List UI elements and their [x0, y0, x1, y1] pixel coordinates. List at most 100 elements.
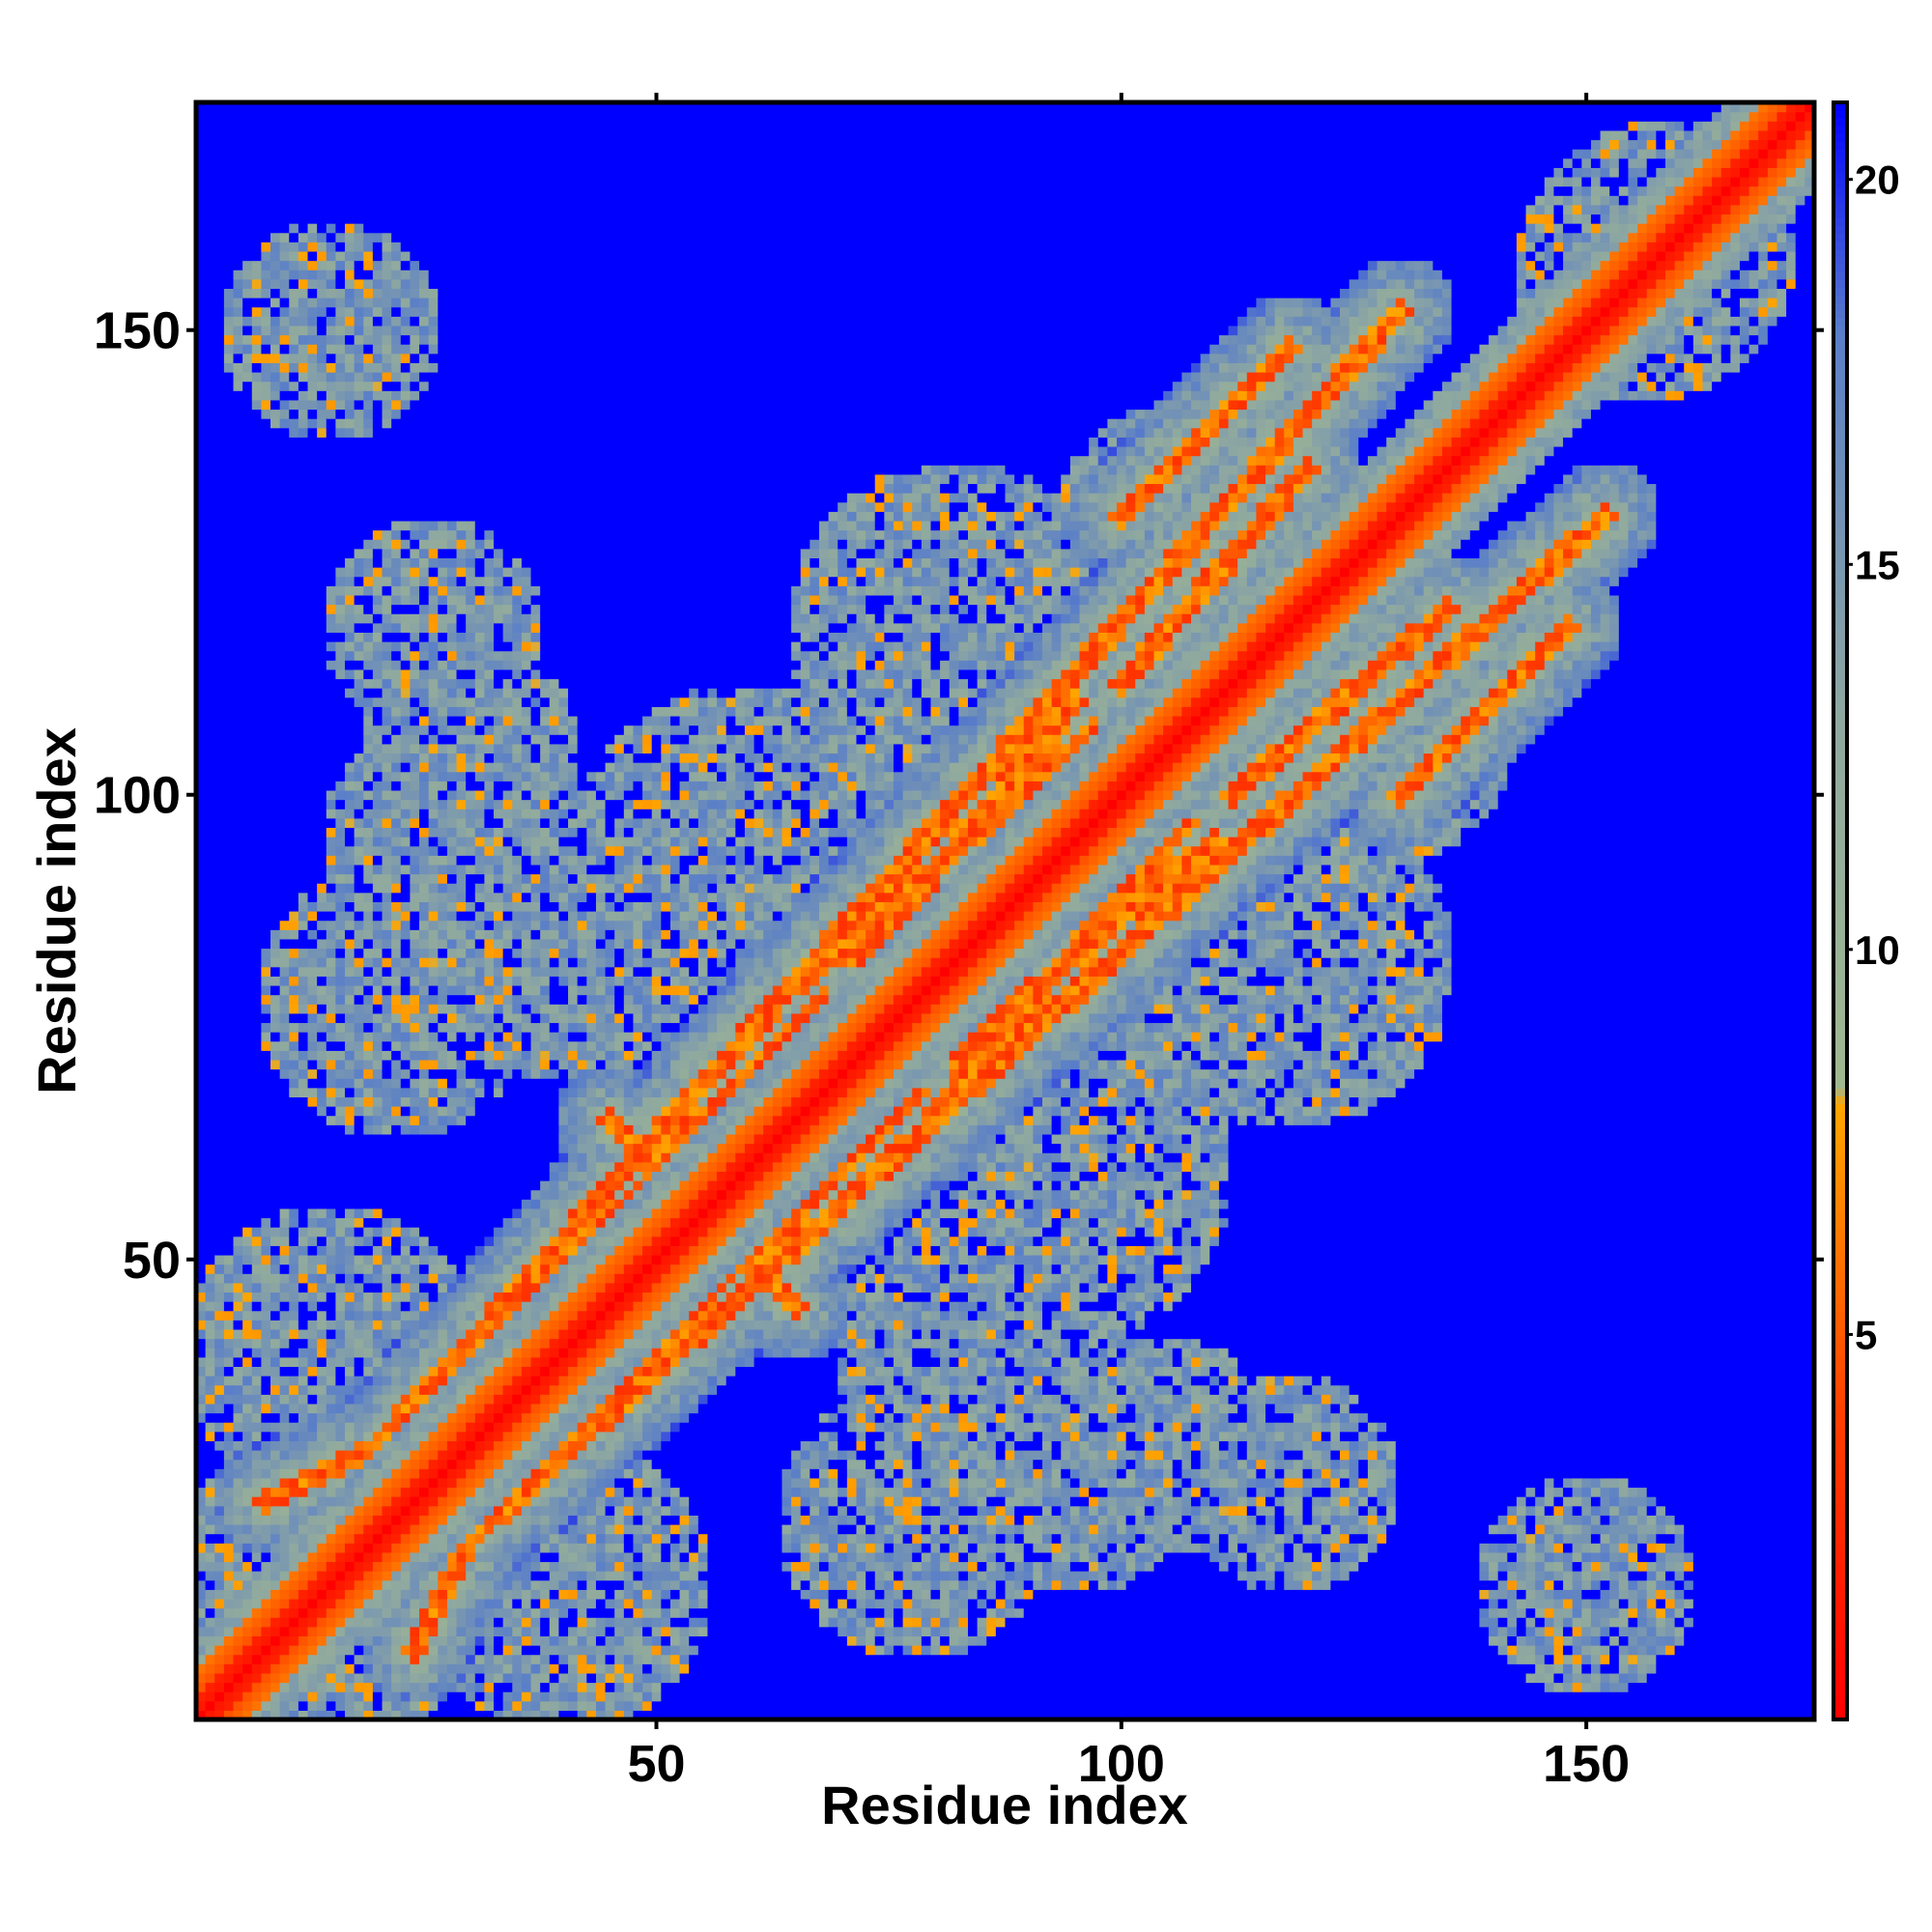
heatmap-cell	[289, 102, 299, 113]
heatmap-cell	[345, 149, 355, 159]
heatmap-cell	[363, 660, 374, 670]
heatmap-cell	[363, 1431, 374, 1441]
heatmap-cell	[196, 966, 207, 977]
heatmap-cell	[298, 753, 309, 763]
heatmap-cell	[428, 362, 439, 373]
heatmap-cell	[363, 809, 374, 819]
heatmap-cell	[438, 948, 448, 958]
heatmap-cell	[251, 185, 262, 196]
heatmap-cell	[214, 260, 225, 270]
heatmap-cell	[345, 1012, 355, 1024]
heatmap-cell	[391, 1459, 402, 1469]
heatmap-cell	[438, 473, 448, 485]
heatmap-cell	[205, 817, 215, 829]
heatmap-cell	[279, 1431, 290, 1441]
heatmap-cell	[317, 1477, 327, 1489]
heatmap-cell	[345, 817, 355, 829]
heatmap-cell	[233, 1561, 243, 1572]
heatmap-cell	[419, 668, 430, 680]
heatmap-cell	[326, 567, 336, 578]
heatmap-cell	[446, 325, 458, 336]
heatmap-cell	[428, 855, 439, 866]
heatmap-cell	[307, 1004, 318, 1014]
heatmap-cell	[289, 1199, 299, 1209]
heatmap-cell	[354, 465, 364, 475]
heatmap-cell	[242, 585, 253, 596]
heatmap-cell	[400, 213, 412, 224]
heatmap-cell	[354, 260, 364, 270]
heatmap-cell	[410, 427, 420, 438]
heatmap-cell	[410, 1022, 420, 1033]
heatmap-cell	[233, 1543, 243, 1553]
heatmap-cell	[428, 111, 439, 122]
heatmap-cell	[428, 668, 439, 680]
heatmap-cell	[382, 789, 392, 801]
heatmap-cell	[391, 678, 402, 689]
heatmap-cell	[363, 715, 374, 726]
heatmap-cell	[326, 1412, 336, 1423]
heatmap-cell	[270, 688, 281, 698]
heatmap-cell	[279, 1589, 290, 1600]
heatmap-cell	[438, 1682, 448, 1692]
heatmap-cell	[270, 827, 281, 838]
heatmap-cell	[345, 223, 355, 234]
heatmap-cell	[391, 1217, 402, 1228]
heatmap-cell	[419, 1607, 430, 1618]
heatmap-cell	[456, 1264, 467, 1274]
heatmap-cell	[298, 1543, 309, 1553]
heatmap-cell	[391, 1320, 402, 1330]
heatmap-cell	[289, 1691, 299, 1702]
heatmap-cell	[446, 567, 458, 578]
heatmap-cell	[363, 1059, 374, 1070]
heatmap-cell	[289, 1682, 299, 1692]
heatmap-cell	[298, 911, 309, 922]
heatmap-cell	[363, 362, 374, 373]
heatmap-cell	[251, 149, 262, 159]
heatmap-cell	[419, 883, 430, 894]
heatmap-cell	[223, 1477, 235, 1489]
heatmap-cell	[391, 1143, 402, 1153]
heatmap-cell	[289, 1366, 299, 1377]
heatmap-cell	[270, 1589, 281, 1600]
heatmap-cell	[242, 734, 253, 745]
heatmap-cell	[400, 1254, 412, 1265]
heatmap-cell	[345, 409, 355, 419]
heatmap-cell	[446, 1059, 458, 1070]
heatmap-cell	[372, 948, 384, 958]
heatmap-cell	[196, 1310, 207, 1321]
heatmap-cell	[354, 873, 364, 884]
heatmap-cell	[391, 1040, 402, 1051]
heatmap-cell	[270, 1384, 281, 1395]
heatmap-cell	[335, 501, 346, 512]
heatmap-cell	[196, 1068, 207, 1079]
heatmap-cell	[242, 567, 253, 578]
heatmap-cell	[205, 678, 215, 689]
heatmap-cell	[289, 1440, 299, 1451]
heatmap-cell	[214, 948, 225, 958]
heatmap-cell	[382, 567, 392, 578]
heatmap-cell	[307, 149, 318, 159]
heatmap-cell	[242, 1143, 253, 1153]
heatmap-cell	[391, 771, 402, 781]
heatmap-cell	[270, 678, 281, 689]
heatmap-cell	[298, 1292, 309, 1302]
heatmap-cell	[335, 473, 346, 485]
heatmap-cell	[354, 1264, 364, 1274]
heatmap-cell	[233, 873, 243, 884]
heatmap-cell	[345, 873, 355, 884]
heatmap-cell	[317, 149, 327, 159]
heatmap-cell	[372, 493, 384, 503]
heatmap-cell	[317, 1617, 327, 1628]
heatmap-cell	[419, 1254, 430, 1265]
heatmap-cell	[289, 837, 299, 847]
heatmap-cell	[196, 511, 207, 522]
heatmap-cell	[251, 660, 262, 670]
heatmap-cell	[205, 762, 215, 773]
heatmap-cell	[205, 399, 215, 411]
heatmap-cell	[438, 892, 448, 902]
heatmap-cell	[261, 771, 271, 781]
heatmap-cell	[382, 437, 392, 447]
heatmap-cell	[438, 688, 448, 698]
heatmap-cell	[214, 121, 225, 131]
heatmap-cell	[251, 232, 262, 242]
